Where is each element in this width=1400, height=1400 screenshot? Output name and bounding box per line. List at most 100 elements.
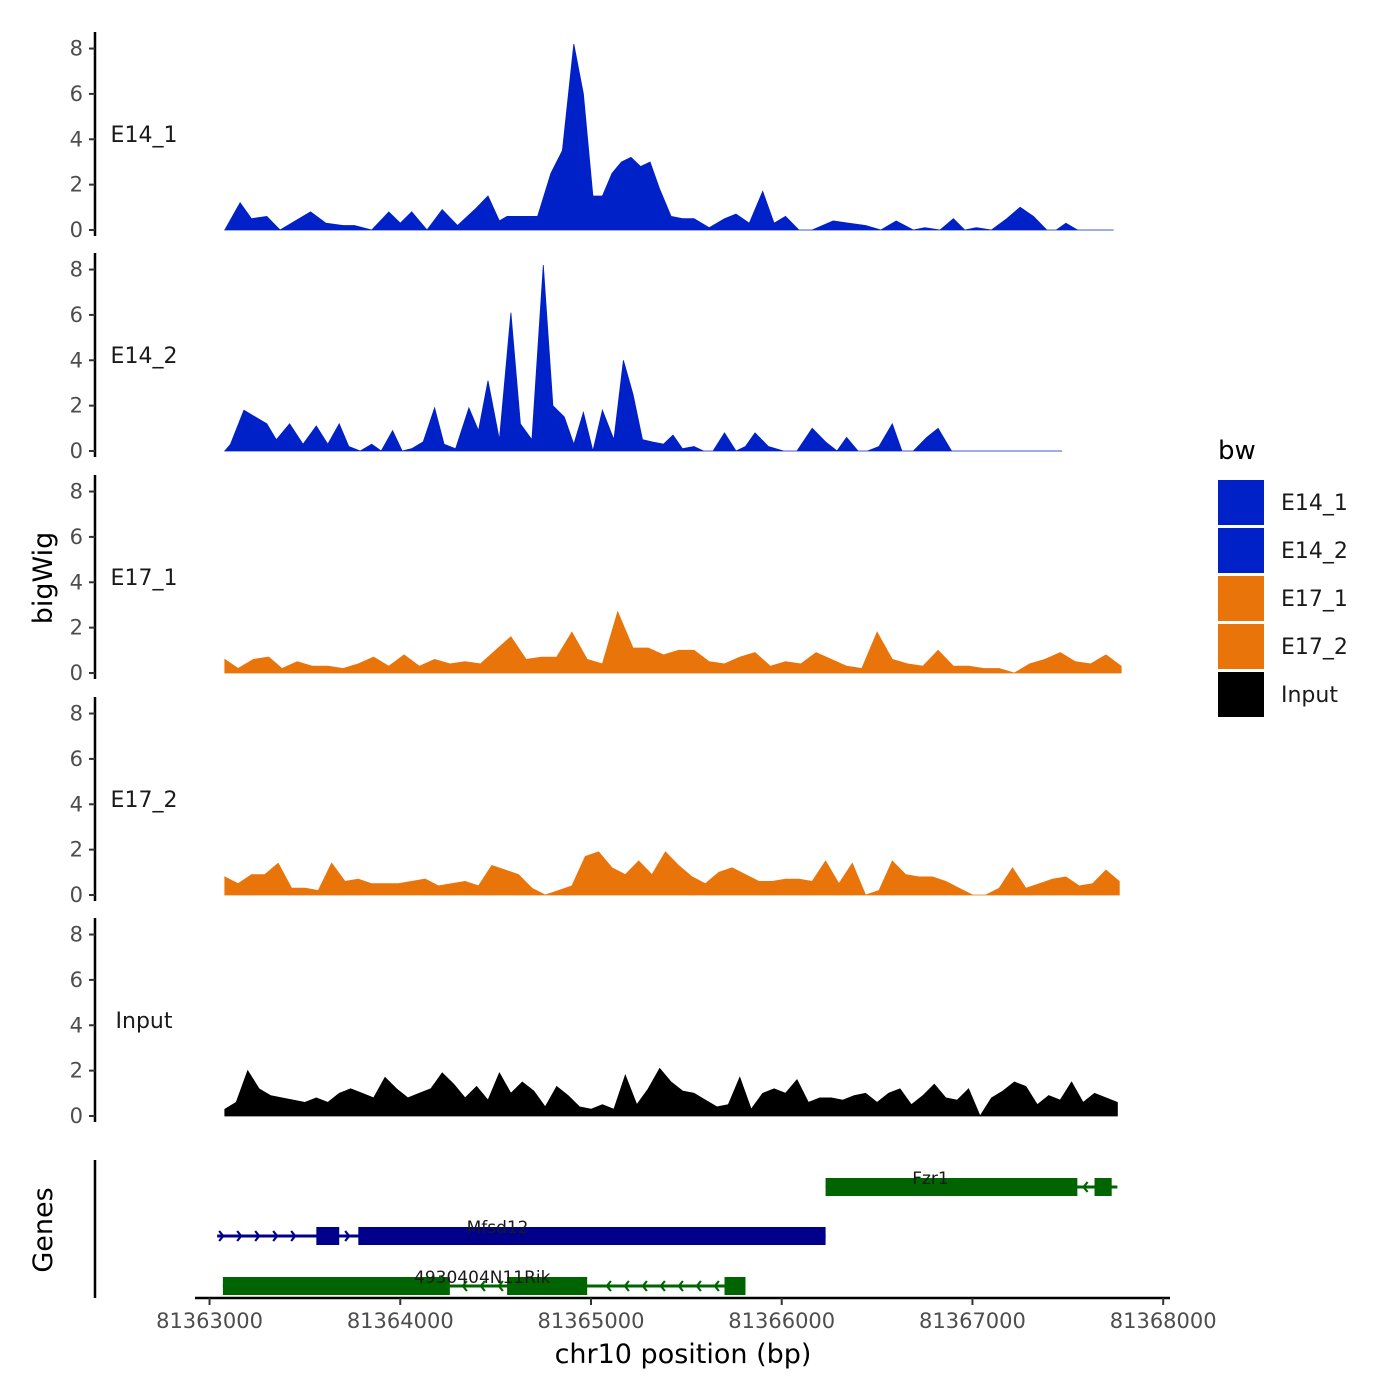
x-tick-label: 81368000	[1110, 1309, 1217, 1333]
legend-swatch	[1218, 576, 1264, 621]
strand-arrow	[659, 1280, 666, 1292]
y-tick-label: 6	[70, 968, 83, 992]
strand-arrow	[677, 1280, 684, 1292]
legend-label: E14_1	[1281, 491, 1348, 516]
y-tick-label: 0	[70, 883, 83, 907]
gene-exon	[724, 1277, 746, 1295]
strand-arrow	[236, 1230, 243, 1242]
track-label: Input	[116, 1009, 173, 1034]
gene-track: Fzr1 Mfsd12 4930404N11Rik	[93, 1160, 1118, 1298]
y-tick-label: 0	[70, 439, 83, 463]
legend-label: E17_2	[1281, 635, 1348, 660]
genes-axis-title: Genes	[28, 1187, 59, 1272]
signal-area-Input	[224, 1067, 1118, 1117]
y-tick-label: 6	[70, 747, 83, 771]
strand-arrow	[272, 1230, 279, 1242]
y-tick-label: 4	[70, 570, 83, 594]
y-axis-title: bigWig	[28, 532, 59, 625]
x-axis-title: chr10 position (bp)	[555, 1339, 812, 1370]
strand-arrow	[623, 1280, 630, 1292]
legend-item: Input	[1218, 672, 1338, 717]
track-label: E14_2	[111, 344, 178, 369]
legend-label: Input	[1281, 683, 1338, 708]
track-label: E17_1	[111, 566, 178, 591]
legend-swatch	[1218, 480, 1264, 525]
y-tick-label: 4	[70, 348, 83, 372]
y-tick-label: 2	[70, 173, 83, 197]
gene-label: Fzr1	[912, 1169, 949, 1189]
track-E17_2: 0 2 4 6 8 E17_2	[70, 697, 1120, 907]
legend-swatch	[1218, 528, 1264, 573]
legend-item: E17_1	[1218, 576, 1348, 621]
legend-item: E14_1	[1218, 480, 1348, 525]
gene-Mfsd12: Mfsd12	[217, 1218, 826, 1245]
x-tick-label: 81367000	[919, 1309, 1026, 1333]
legend-swatch	[1218, 624, 1264, 669]
strand-arrow	[290, 1230, 297, 1242]
legend: bw E14_1 E14_2 E17_1 E17_2 Input	[1218, 436, 1348, 717]
y-tick-label: 0	[70, 1104, 83, 1128]
y-tick-label: 4	[70, 792, 83, 816]
legend-swatch	[1218, 672, 1264, 717]
y-tick-label: 6	[70, 303, 83, 327]
gene-exon	[507, 1277, 588, 1295]
signal-area-E14_1	[224, 43, 1114, 231]
strand-arrow	[641, 1280, 648, 1292]
y-tick-label: 6	[70, 525, 83, 549]
x-tick-label: 81364000	[347, 1309, 454, 1333]
y-tick-label: 8	[70, 258, 83, 282]
gene-exon	[358, 1227, 826, 1245]
y-tick-label: 6	[70, 82, 83, 106]
gene-4930404N11Rik: 4930404N11Rik	[222, 1268, 746, 1295]
strand-arrow	[1082, 1181, 1089, 1193]
gene-exon	[316, 1227, 340, 1245]
y-tick-label: 8	[70, 480, 83, 504]
signal-area-E17_1	[224, 610, 1122, 674]
track-Input: 0 2 4 6 8 Input	[70, 918, 1118, 1128]
y-tick-label: 8	[70, 37, 83, 61]
track-E14_2: 0 2 4 6 8 E14_2	[70, 253, 1063, 463]
strand-arrow	[713, 1280, 720, 1292]
signal-area-E14_2	[223, 264, 1063, 452]
y-tick-label: 0	[70, 661, 83, 685]
gene-label: Mfsd12	[467, 1218, 529, 1238]
y-tick-label: 0	[70, 218, 83, 242]
strand-arrow	[605, 1280, 612, 1292]
track-label: E14_1	[111, 123, 178, 148]
strand-arrow	[254, 1230, 261, 1242]
track-E14_1: 0 2 4 6 8 E14_1	[70, 32, 1114, 242]
y-tick-label: 2	[70, 1059, 83, 1083]
y-tick-label: 2	[70, 616, 83, 640]
strand-arrow	[479, 1280, 486, 1292]
track-E17_1: 0 2 4 6 8 E17_1	[70, 475, 1122, 685]
x-tick-label: 81363000	[156, 1309, 263, 1333]
strand-arrow	[344, 1230, 351, 1242]
x-tick-label: 81366000	[728, 1309, 835, 1333]
gene-exon	[825, 1178, 1078, 1196]
x-tick-label: 81365000	[538, 1309, 645, 1333]
strand-arrow	[497, 1280, 504, 1292]
legend-item: E17_2	[1218, 624, 1348, 669]
x-axis: 81363000 81364000 81365000 81366000 81367000…	[156, 1296, 1217, 1333]
track-label: E17_2	[111, 788, 178, 813]
strand-arrow	[461, 1280, 468, 1292]
gene-exon	[222, 1277, 450, 1295]
y-tick-label: 4	[70, 1013, 83, 1037]
gene-label: 4930404N11Rik	[414, 1268, 551, 1288]
legend-label: E14_2	[1281, 539, 1348, 564]
y-tick-label: 8	[70, 923, 83, 947]
strand-arrow	[218, 1230, 225, 1242]
strand-arrow	[695, 1280, 702, 1292]
legend-label: E17_1	[1281, 587, 1348, 612]
y-tick-label: 2	[70, 394, 83, 418]
y-tick-label: 4	[70, 127, 83, 151]
legend-item: E14_2	[1218, 528, 1348, 573]
signal-tracks: 0 2 4 6 8 E14_1 0 2 4 6 8 E14_2 0 2 4 6 8 E17_1 0 2 4 6 8 E17_2…	[70, 32, 1122, 1128]
signal-area-E17_2	[224, 851, 1120, 896]
y-tick-label: 2	[70, 838, 83, 862]
gene-exon	[1094, 1178, 1112, 1196]
y-tick-label: 8	[70, 702, 83, 726]
gene-Fzr1: Fzr1	[825, 1169, 1118, 1196]
legend-title: bw	[1218, 436, 1256, 466]
